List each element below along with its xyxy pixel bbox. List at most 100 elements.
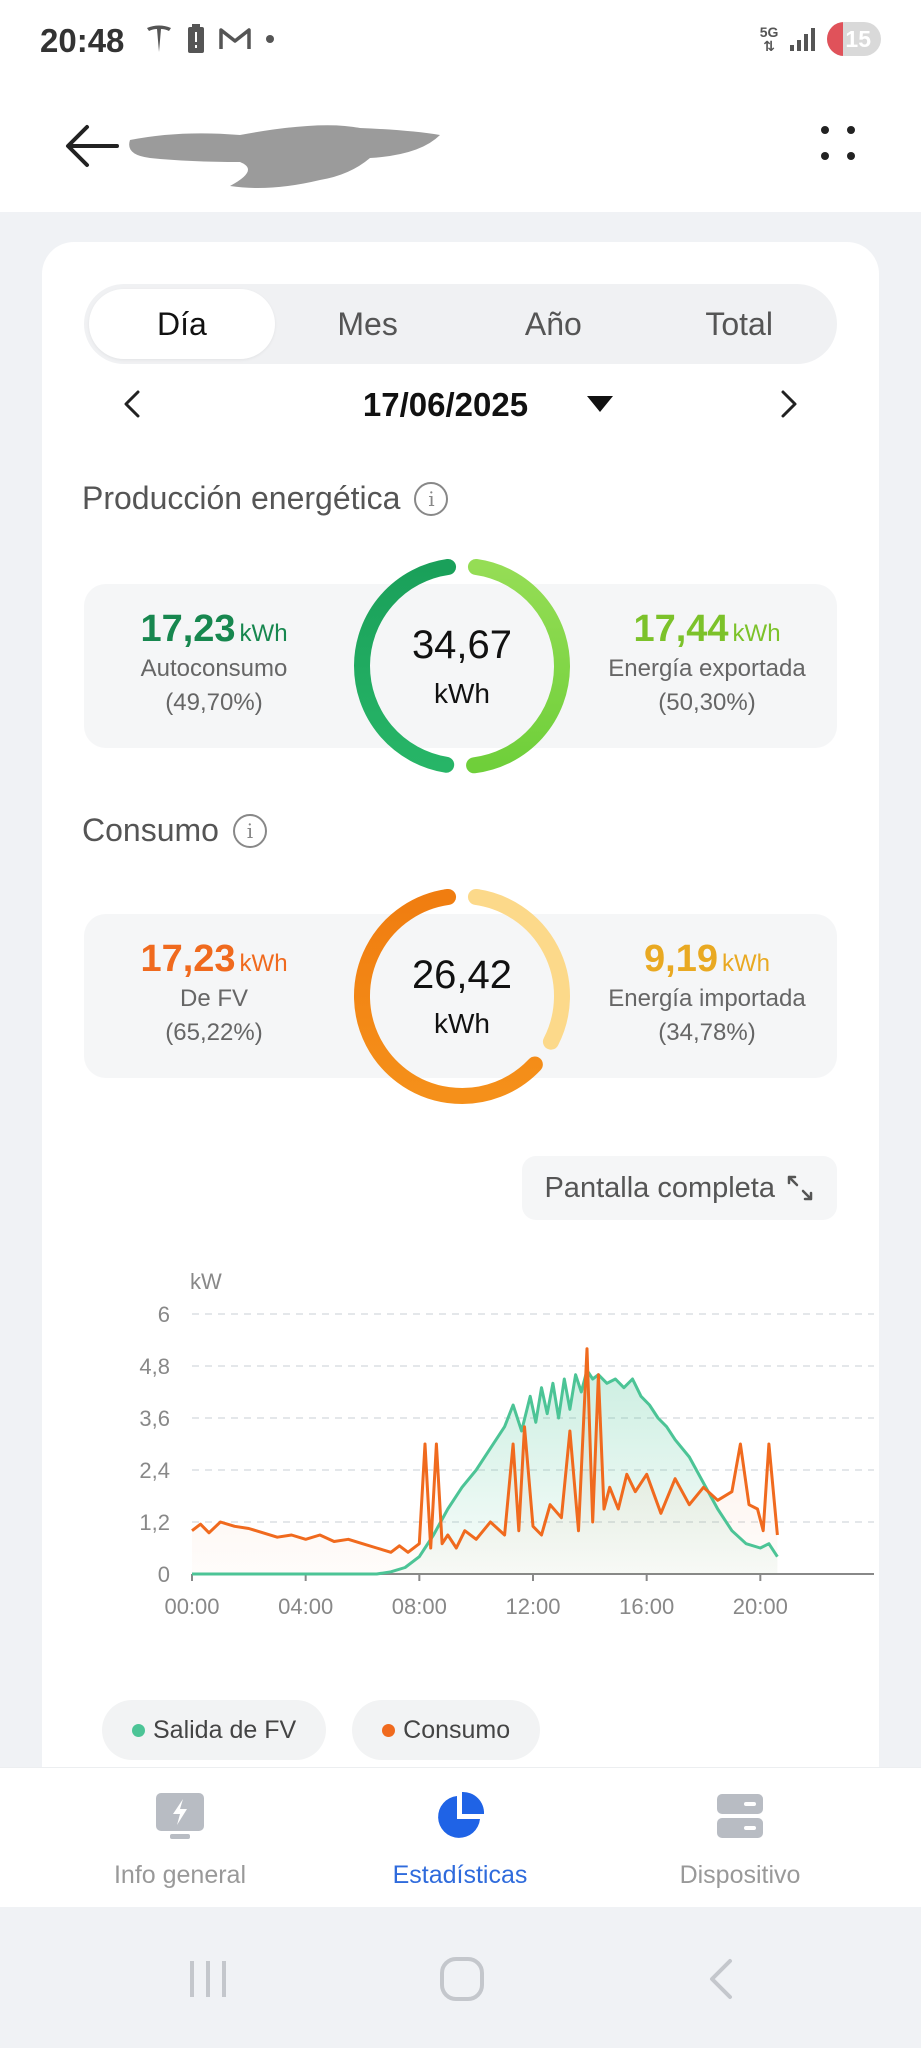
tab-total[interactable]: Total [705,305,773,342]
network-type: 5G ⇅ [759,24,779,54]
x-tick-label: 04:00 [278,1594,333,1619]
info-icon[interactable]: i [414,481,449,516]
status-bar: 20:48 5G ⇅ 15 [0,0,921,86]
nav-estadisticas[interactable]: Estadísticas [340,1790,580,1890]
nav-info-general-label: Info general [113,1861,247,1889]
consumption-donut [354,888,570,1104]
self-consumption-percent: (49,70%) [165,689,263,716]
period-tabs: Día Mes Año Total [84,284,837,364]
previous-date-button[interactable] [114,384,154,424]
back-button[interactable] [60,114,124,178]
exported-energy-percent: (50,30%) [658,689,756,716]
self-consumption-unit: kWh [239,620,288,647]
tab-dia[interactable]: Día [89,289,275,359]
self-consumption-stat: 17,23 kWh Autoconsumo (49,70%) [84,608,344,717]
x-tick-label: 12:00 [505,1594,560,1619]
exported-energy-stat: 17,44 kWh Energía exportada (50,30%) [577,608,837,717]
exported-energy-unit: kWh [732,620,781,647]
status-time: 20:48 [40,22,125,59]
tesla-icon [147,25,171,52]
pv-consumption-unit: kWh [239,950,288,977]
pv-consumption-value: 17,23 [140,938,236,980]
production-total: 34,67 [411,622,513,667]
server-icon [717,1794,763,1838]
imported-energy-percent: (34,78%) [658,1019,756,1046]
pv-consumption-percent: (65,22%) [165,1019,263,1046]
legend-dot [132,1723,145,1737]
legend-pv-output[interactable]: Salida de FV [102,1700,327,1760]
y-tick-label: 6 [158,1302,170,1327]
production-ring: 34,67 kWh [346,550,578,782]
consumption-series-line [191,1347,779,1554]
gmail-icon [219,28,251,49]
caret-down-icon[interactable] [587,396,613,412]
power-chart[interactable]: kW 0 1,2 2,4 3,6 4,8 6 00:00 04:00 08:00 12:00 16:… [84,1250,884,1630]
battery-indicator: 15 [827,22,881,56]
consumption-summary: 17,23 kWh De FV (65,22%) 9,19 kWh Energía … [84,914,837,1078]
production-arc-exported [466,558,570,774]
pie-chart-icon [438,1791,485,1838]
x-tick-label: 20:00 [733,1594,788,1619]
bottom-navigation: Info general Estadísticas Dispositivo [0,1767,921,1907]
consumption-arc-pv [354,888,543,1104]
date-selector: 17/06/2025 [84,372,837,436]
chevron-right-icon [781,390,797,418]
home-icon[interactable] [438,1955,486,2003]
imported-energy-unit: kWh [721,950,770,977]
production-arc-self-consumption [354,558,457,773]
recent-apps-icon[interactable] [186,1957,230,2001]
y-tick-label: 4,8 [139,1354,170,1379]
app-header [0,86,921,212]
y-axis-unit: kW [190,1269,222,1294]
nav-dispositivo[interactable]: Dispositivo [620,1790,860,1890]
y-tick-label: 3,6 [139,1406,170,1431]
production-donut [354,558,570,774]
fullscreen-button[interactable]: Pantalla completa [522,1156,837,1220]
nav-info-general[interactable]: Info general [60,1790,300,1890]
arrow-left-icon [66,125,119,167]
self-consumption-value: 17,23 [140,608,236,650]
pv-consumption-stat: 17,23 kWh De FV (65,22%) [84,938,344,1047]
legend-consumption[interactable]: Consumo [352,1700,541,1760]
imported-energy-stat: 9,19 kWh Energía importada (34,78%) [577,938,837,1047]
consumption-ring: 26,42 kWh [346,880,578,1112]
nav-dispositivo-label: Dispositivo [679,1861,801,1889]
tab-mes[interactable]: Mes [337,305,398,342]
legend-consumption-label: Consumo [403,1715,511,1744]
chevron-left-icon [124,390,140,418]
self-consumption-label: Autoconsumo [140,655,288,682]
consumption-title: Consumo i [82,812,267,849]
notification-icons [145,24,275,54]
exported-energy-label: Energía exportada [608,655,806,682]
next-date-button[interactable] [767,384,807,424]
chart-legend: Salida de FV Consumo [102,1700,541,1760]
exported-energy-value: 17,44 [633,608,729,650]
production-total-unit: kWh [434,677,490,709]
production-title: Producción energética i [82,480,449,517]
consumption-title-text: Consumo [82,812,219,848]
fullscreen-label: Pantalla completa [544,1171,775,1204]
date-picker[interactable]: 17/06/2025 [362,386,529,423]
more-button[interactable] [813,118,863,168]
imported-energy-label: Energía importada [608,985,806,1012]
redacted-title-scribble [129,125,440,188]
info-icon[interactable]: i [232,813,267,848]
more-notifications-dot-icon [266,35,274,43]
battery-alert-icon [188,24,204,53]
consumption-arc-imported [467,888,570,1050]
production-summary: 17,23 kWh Autoconsumo (49,70%) 17,44 kWh E… [84,584,837,748]
y-tick-label: 2,4 [139,1458,170,1483]
legend-dot [382,1723,396,1737]
signal-icon [790,27,816,51]
back-chevron-icon[interactable] [700,1957,744,2001]
consumption-total: 26,42 [411,952,513,997]
tab-ano[interactable]: Año [524,305,582,342]
nav-estadisticas-label: Estadísticas [392,1861,528,1889]
monitor-bolt-icon [156,1793,204,1839]
x-tick-label: 16:00 [619,1594,674,1619]
legend-pv-label: Salida de FV [153,1715,297,1744]
expand-icon [787,1175,813,1201]
imported-energy-value: 9,19 [644,938,718,980]
x-tick-label: 00:00 [164,1594,219,1619]
pv-consumption-label: De FV [179,985,248,1012]
